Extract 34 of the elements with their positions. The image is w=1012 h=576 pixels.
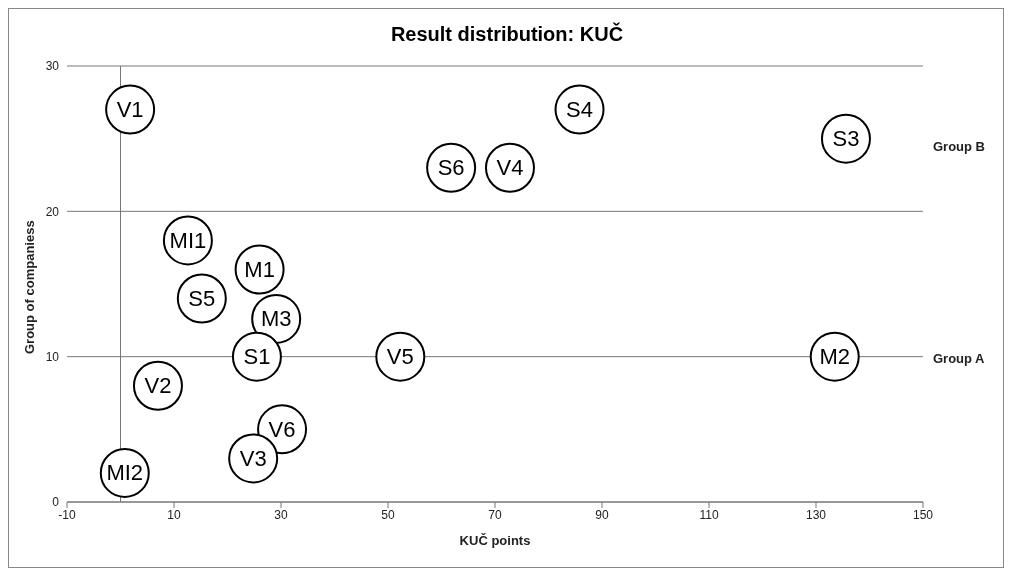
series-label: MI2: [106, 460, 144, 486]
series-label: S4: [566, 97, 593, 123]
series-label: V3: [239, 445, 267, 471]
series-label: M1: [244, 256, 275, 282]
text: Group A: [933, 351, 985, 366]
series-label: V2: [144, 373, 172, 399]
text: Group B: [933, 139, 985, 154]
x-tick-label: 90: [595, 507, 609, 522]
series-label: S6: [437, 155, 465, 181]
series-label: S5: [188, 286, 216, 312]
series-label: MI1: [169, 227, 207, 253]
y-tick-label: 10: [45, 349, 60, 364]
series-label: S1: [243, 344, 271, 370]
series-label: V6: [268, 416, 296, 442]
y-tick-label: 30: [45, 59, 60, 74]
series-label: V4: [496, 155, 524, 181]
x-tick-label: -10: [58, 507, 76, 522]
series-label: S3: [832, 126, 860, 152]
x-tick-label: 110: [699, 507, 719, 522]
y-axis-title: Group of companiess: [21, 220, 37, 354]
x-tick-label: 130: [805, 507, 827, 522]
x-tick-label: 30: [274, 507, 288, 522]
y-tick-label: 0: [52, 495, 60, 510]
series-label: M3: [260, 306, 292, 332]
x-tick-label: 50: [381, 507, 395, 522]
series-label: V5: [386, 344, 414, 370]
chart-title: Result distribution: KUČ: [389, 23, 625, 46]
x-tick-label: 150: [912, 507, 934, 522]
x-axis-title: KUČ points: [459, 533, 531, 548]
x-tick-label: 10: [167, 507, 181, 522]
y-tick-label: 20: [45, 204, 60, 219]
series-label: M2: [819, 344, 851, 370]
x-tick-label: 70: [488, 507, 502, 522]
series-label: V1: [116, 97, 144, 123]
